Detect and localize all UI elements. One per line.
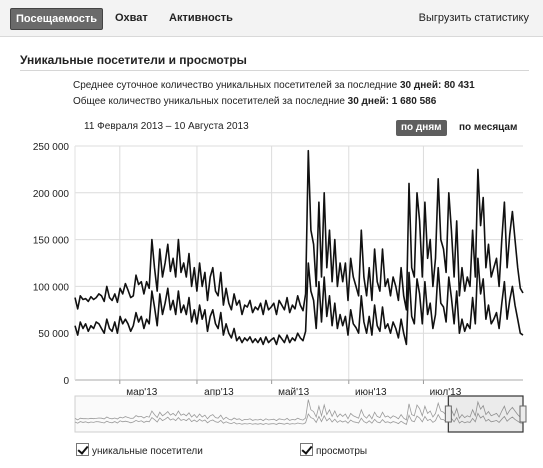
- x-tick-label: июн'13: [355, 387, 387, 398]
- unique-visitors-checkbox[interactable]: [76, 443, 89, 456]
- pageviews-checkbox[interactable]: [300, 443, 313, 456]
- navigator-left-handle[interactable]: [444, 405, 452, 423]
- total-summary: Общее количество уникальных посетителей …: [73, 96, 436, 107]
- total-summary-label: Общее количество уникальных посетителей …: [73, 96, 348, 107]
- navigator-selection: [447, 395, 524, 433]
- y-tick-label: 200 000: [33, 189, 70, 200]
- export-stats-link[interactable]: Выгрузить статистику: [418, 12, 529, 24]
- x-tick-label: июл'13: [430, 387, 462, 398]
- total-summary-value: 1 680 586: [391, 96, 437, 107]
- legend-pageviews[interactable]: просмотры: [300, 443, 367, 457]
- legend-unique-visitors[interactable]: уникальные посетители: [76, 443, 203, 457]
- section-title: Уникальные посетители и просмотры: [20, 53, 247, 67]
- x-tick-label: мар'13: [126, 387, 157, 398]
- tab-reach[interactable]: Охват: [115, 12, 148, 24]
- legend-unique-visitors-label: уникальные посетители: [92, 446, 203, 457]
- total-summary-days: 30 дней:: [347, 96, 389, 107]
- daily-summary-days: 30 дней:: [399, 80, 442, 91]
- y-tick-label: 150 000: [33, 236, 70, 247]
- y-tick-label: 50 000: [38, 329, 69, 340]
- top-tab-bar: Посещаемость Охват Активность Выгрузить …: [0, 0, 543, 37]
- visitors-line-chart: 250 000 200 000 150 000 100 000 50 000 0 мар'1…: [33, 142, 527, 433]
- unique-visitors-line: [74, 257, 524, 346]
- daily-average-summary: Среднее суточное количество уникальных п…: [73, 80, 475, 91]
- y-tick-label: 0: [63, 376, 69, 387]
- period-by-day-button[interactable]: по дням: [396, 120, 447, 136]
- date-range-label: 11 Февраля 2013 – 10 Августа 2013: [84, 121, 249, 132]
- navigator-right-handle[interactable]: [519, 405, 527, 423]
- y-tick-label: 250 000: [33, 142, 70, 153]
- x-tick-label: апр'13: [204, 387, 234, 398]
- tab-attendance[interactable]: Посещаемость: [10, 8, 104, 30]
- pageviews-line: [74, 149, 524, 316]
- daily-summary-value: 80 431: [444, 80, 475, 91]
- tab-activity[interactable]: Активность: [169, 12, 233, 24]
- y-tick-label: 100 000: [33, 282, 70, 293]
- period-by-month-button[interactable]: по месяцам: [459, 122, 518, 133]
- legend-pageviews-label: просмотры: [316, 446, 368, 457]
- section-divider: [20, 70, 529, 71]
- x-tick-label: май'13: [278, 387, 309, 398]
- daily-summary-label: Среднее суточное количество уникальных п…: [73, 80, 400, 91]
